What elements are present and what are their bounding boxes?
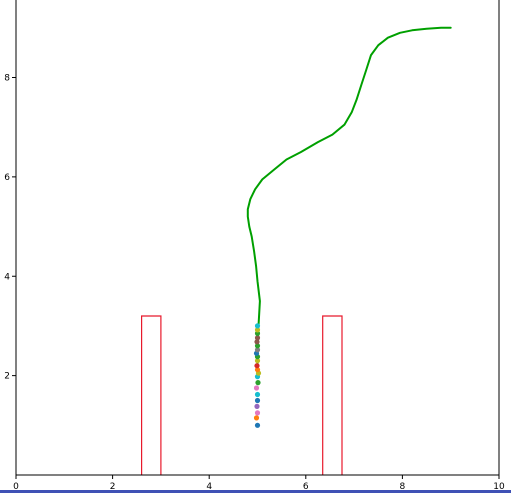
- plot-background: [16, 0, 499, 475]
- obstacle-1: [141, 315, 162, 475]
- window-bottom-border: [0, 490, 511, 493]
- x-tick-label-0: 0: [13, 482, 19, 492]
- y-tick-label-4: 4: [4, 272, 10, 282]
- agent-point-6: [254, 391, 261, 398]
- agent-point-11: [254, 367, 261, 373]
- points-layer: [253, 323, 262, 428]
- agent-point-7: [253, 385, 260, 391]
- agent-point-13: [254, 358, 261, 364]
- agent-point-5: [254, 397, 261, 404]
- agent-point-17: [254, 343, 261, 349]
- x-tick-label-10: 10: [493, 482, 505, 492]
- agent-point-19: [254, 335, 261, 341]
- agent-point-3: [254, 410, 261, 416]
- y-tick-label-8: 8: [4, 74, 10, 84]
- path-layer: [246, 26, 452, 377]
- agent-point-4: [254, 403, 260, 409]
- trajectory-line: [246, 26, 452, 377]
- agent-point-2: [253, 415, 260, 421]
- agent-point-16: [254, 347, 261, 353]
- agent-point-8: [255, 380, 261, 386]
- obstacles-layer: [141, 315, 343, 475]
- agent-point-1: [254, 422, 261, 428]
- obstacle-2: [322, 315, 343, 475]
- x-tick-label-8: 8: [400, 482, 406, 492]
- agent-point-22: [254, 323, 261, 329]
- x-tick-label-4: 4: [206, 482, 212, 492]
- ticks-layer: 0 2 4 6 8 10 2 4 6 8: [4, 74, 505, 493]
- agent-point-18: [254, 339, 260, 345]
- y-tick-label-2: 2: [4, 372, 10, 382]
- agent-point-21: [254, 327, 261, 333]
- y-tick-label-6: 6: [4, 173, 10, 183]
- x-tick-label-2: 2: [110, 482, 116, 492]
- x-tick-label-6: 6: [303, 482, 309, 492]
- agent-point-12: [254, 363, 260, 369]
